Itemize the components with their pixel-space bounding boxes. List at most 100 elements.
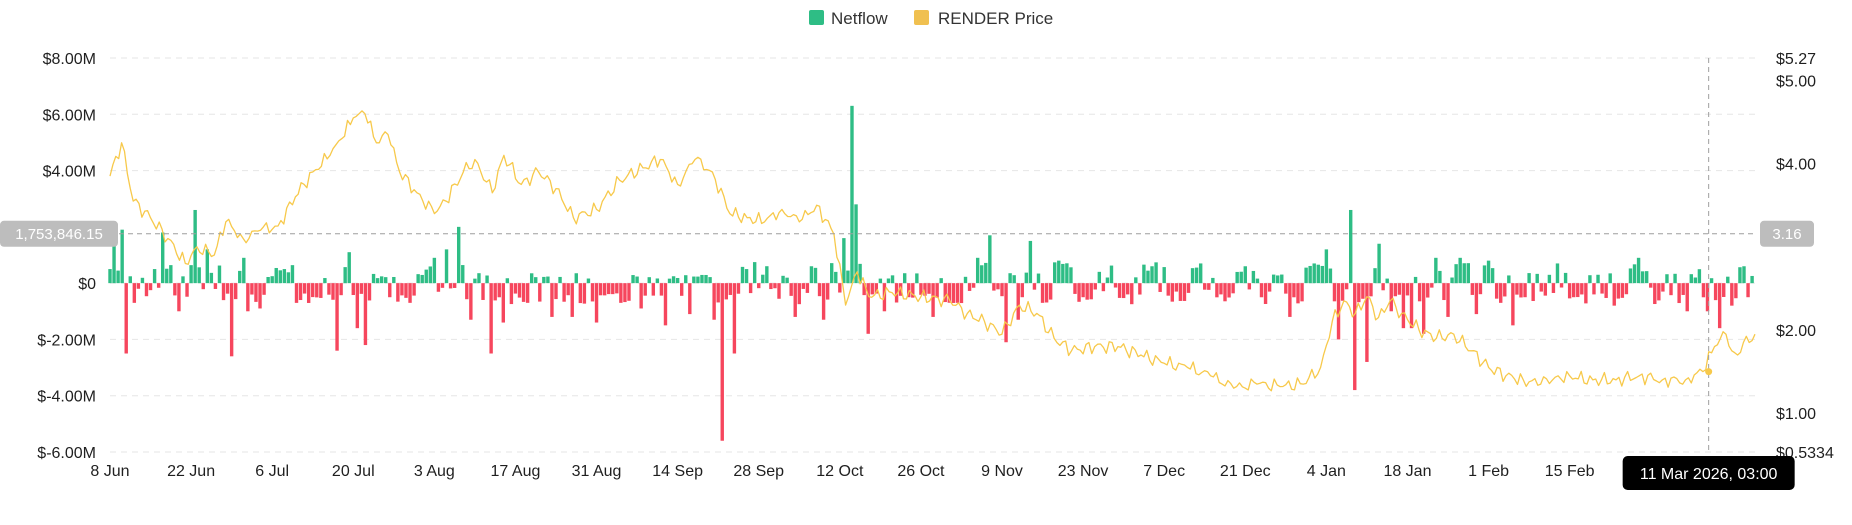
netflow-bar	[501, 283, 505, 323]
netflow-bar	[189, 265, 193, 284]
netflow-bar	[1401, 283, 1406, 329]
netflow-bar	[813, 267, 818, 284]
netflow-bar	[347, 252, 351, 284]
netflow-bar	[233, 283, 238, 300]
netflow-bar	[931, 283, 935, 317]
netflow-bar	[286, 272, 291, 284]
netflow-bar	[874, 283, 879, 294]
netflow-bar	[635, 276, 639, 284]
netflow-bar	[1101, 283, 1106, 292]
netflow-bar	[1089, 283, 1093, 300]
netflow-bar	[1653, 283, 1657, 305]
right-axis-tick-label: $5.00	[1776, 73, 1816, 90]
netflow-bar	[1511, 283, 1515, 326]
netflow-bar	[201, 283, 205, 290]
netflow-bar	[761, 274, 765, 284]
netflow-bar	[396, 283, 400, 302]
netflow-bar	[1296, 283, 1300, 304]
netflow-bar	[667, 278, 672, 284]
netflow-bar	[1231, 283, 1235, 294]
netflow-bar	[619, 283, 623, 303]
netflow-bar	[1292, 283, 1296, 298]
netflow-bar	[1572, 283, 1576, 298]
netflow-bar	[1547, 274, 1552, 284]
netflow-bar	[1194, 267, 1199, 284]
netflow-bar	[773, 283, 777, 289]
netflow-bar	[452, 283, 457, 288]
netflow-bar	[801, 283, 806, 289]
netflow-bar	[927, 283, 931, 294]
netflow-bar	[205, 249, 210, 284]
netflow-bar	[444, 249, 449, 284]
netflow-bar	[1563, 272, 1568, 284]
netflow-bar	[967, 283, 972, 291]
netflow-bar	[651, 283, 656, 296]
netflow-bar	[732, 283, 737, 354]
netflow-bar	[708, 277, 712, 284]
netflow-bar	[1665, 274, 1669, 284]
netflow-bar	[1032, 283, 1037, 290]
netflow-bar	[1138, 283, 1142, 295]
netflow-bar	[1393, 283, 1398, 297]
netflow-bar	[1154, 262, 1158, 284]
netflow-bar	[542, 276, 546, 284]
netflow-bar	[550, 283, 554, 317]
netflow-bar	[1235, 271, 1239, 284]
netflow-bar	[367, 283, 372, 301]
netflow-bar	[315, 283, 319, 298]
netflow-bar	[1109, 265, 1114, 284]
netflow-bar	[1503, 283, 1507, 297]
netflow-bar	[1093, 283, 1097, 290]
netflow-bar	[1636, 257, 1641, 284]
netflow-bar	[323, 278, 327, 284]
netflow-bar	[1519, 283, 1523, 298]
netflow-bar	[266, 276, 270, 284]
netflow-bar	[781, 275, 785, 284]
netflow-bar	[116, 270, 120, 284]
netflow-bar	[582, 283, 587, 304]
netflow-bar	[915, 273, 919, 284]
price-line	[109, 110, 1756, 392]
right-value-badge	[1760, 220, 1814, 247]
netflow-bar	[1531, 283, 1535, 302]
netflow-bar	[1697, 269, 1702, 284]
netflow-bar	[1632, 264, 1637, 284]
netflow-bar	[351, 283, 355, 296]
netflow-bar	[886, 278, 891, 284]
netflow-bar	[1592, 283, 1596, 295]
netflow-bar	[1580, 283, 1584, 295]
netflow-bar	[294, 283, 299, 303]
netflow-bar	[359, 283, 364, 294]
netflow-bar	[716, 283, 720, 303]
netflow-bar	[258, 283, 262, 309]
netflow-bar	[1308, 265, 1312, 284]
netflow-bar	[1567, 283, 1572, 299]
x-axis-tick-label: 31 Aug	[572, 463, 622, 480]
netflow-bar	[1693, 277, 1698, 284]
netflow-bar	[509, 283, 514, 305]
netflow-bar	[955, 283, 960, 303]
netflow-bar	[1413, 276, 1418, 284]
netflow-bar	[1008, 273, 1012, 284]
netflow-bar	[144, 283, 149, 297]
netflow-bar	[1373, 268, 1377, 284]
netflow-bar	[688, 283, 692, 315]
netflow-bar	[858, 263, 862, 284]
netflow-bar	[793, 283, 797, 317]
netflow-bar	[335, 283, 339, 351]
netflow-bar	[598, 283, 603, 296]
netflow-bar	[825, 283, 830, 300]
netflow-bar	[1612, 283, 1616, 306]
netflow-bar	[217, 265, 222, 284]
netflow-bar	[298, 283, 303, 301]
netflow-bar	[1397, 283, 1402, 295]
netflow-bar	[1170, 283, 1174, 302]
netflow-bar	[1421, 283, 1426, 334]
netflow-bar	[497, 283, 501, 298]
netflow-bar	[1121, 283, 1126, 299]
netflow-bar	[1596, 274, 1600, 284]
netflow-bar	[225, 283, 230, 294]
netflow-bar	[578, 283, 583, 304]
netflow-bar	[1000, 283, 1004, 297]
